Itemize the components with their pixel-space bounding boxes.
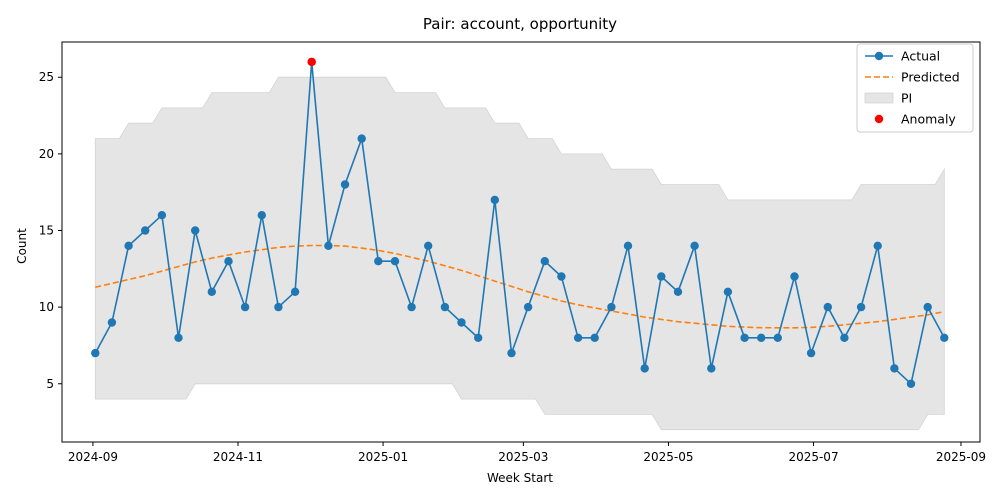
- plot-frame: [61, 41, 981, 443]
- y-axis: 5 10 15 20 25: [39, 70, 62, 391]
- actual-line: [94, 61, 946, 386]
- actual-point: [390, 257, 400, 266]
- actual-point: [773, 333, 782, 342]
- actual-point: [274, 302, 283, 312]
- actual-point: [940, 333, 949, 342]
- actual-point: [890, 364, 899, 373]
- legend: Actual Predicted PI Anomaly: [856, 43, 974, 133]
- legend-label: Predicted: [901, 70, 960, 85]
- actual-point: [873, 241, 882, 250]
- y-tick-label: 25: [39, 70, 54, 84]
- anomaly-layer: [307, 57, 316, 67]
- actual-point: [740, 333, 749, 342]
- actual-point: [523, 302, 533, 312]
- actual-point: [374, 257, 383, 266]
- actual-point: [91, 348, 100, 358]
- actual-point: [923, 302, 932, 312]
- x-tick-label: 2025-03: [498, 450, 548, 464]
- actual-point: [141, 226, 150, 235]
- actual-point: [557, 272, 566, 281]
- x-tick-label: 2025-07: [788, 450, 838, 464]
- actual-point: [407, 302, 416, 312]
- actual-point: [157, 211, 167, 220]
- actual-point: [290, 287, 300, 296]
- actual-point: [191, 226, 200, 235]
- predicted-line: [95, 244, 945, 329]
- predicted-layer: [95, 244, 945, 329]
- y-tick-label: 20: [39, 147, 54, 161]
- prediction-interval-band: [94, 76, 945, 431]
- x-axis-label: Week Start: [487, 471, 553, 485]
- actual-point: [357, 134, 366, 143]
- actual-point: [757, 333, 766, 342]
- x-tick-label: 2025-05: [643, 450, 693, 464]
- x-axis: 2024-09 2024-11 2025-01 2025-03 2025-05 2025-…: [68, 442, 986, 464]
- x-tick-label: 2024-11: [213, 450, 263, 464]
- actual-point: [240, 302, 250, 312]
- legend-actual-marker: [874, 51, 884, 61]
- actual-point: [324, 241, 333, 250]
- actual-point: [257, 211, 266, 220]
- anomaly-point: [307, 57, 316, 67]
- actual-point: [673, 287, 683, 296]
- actual-point: [690, 241, 699, 250]
- x-tick-label: 2024-09: [68, 450, 118, 464]
- actual-point: [507, 348, 516, 358]
- x-tick-label: 2025-09: [936, 450, 986, 464]
- prediction-interval-layer: [94, 76, 945, 431]
- actual-point: [840, 333, 849, 342]
- actual-point: [590, 333, 599, 342]
- x-tick-label: 2025-01: [358, 450, 408, 464]
- actual-point: [440, 302, 450, 312]
- actual-point: [806, 348, 816, 358]
- legend-label: PI: [901, 91, 912, 106]
- legend-anomaly-marker: [874, 114, 884, 124]
- legend-pi-swatch: [864, 92, 894, 104]
- y-tick-label: 10: [39, 300, 54, 314]
- actual-point: [540, 257, 549, 266]
- actual-layer: [91, 57, 949, 388]
- actual-point: [207, 287, 216, 296]
- actual-point: [623, 241, 633, 250]
- actual-point: [474, 333, 483, 342]
- actual-point: [490, 195, 499, 205]
- actual-point: [124, 241, 133, 250]
- actual-point: [573, 333, 583, 342]
- actual-point: [790, 272, 799, 281]
- actual-point: [823, 302, 832, 312]
- actual-point: [906, 379, 916, 388]
- actual-point: [607, 302, 616, 312]
- legend-label: Actual: [901, 49, 940, 64]
- actual-point: [174, 333, 183, 342]
- actual-point: [657, 272, 666, 281]
- legend-label: Anomaly: [901, 112, 956, 127]
- actual-point: [224, 257, 233, 266]
- chart-title: Pair: account, opportunity: [423, 15, 617, 33]
- actual-point: [424, 241, 433, 250]
- y-tick-label: 5: [46, 377, 54, 391]
- actual-point: [707, 364, 716, 373]
- actual-point: [340, 180, 350, 189]
- y-axis-label: Count: [15, 228, 29, 264]
- legend-box: [856, 43, 974, 133]
- actual-point: [723, 287, 733, 296]
- actual-point: [856, 302, 866, 312]
- actual-point: [457, 318, 466, 327]
- actual-point: [640, 364, 649, 373]
- actual-point: [107, 318, 117, 327]
- y-tick-label: 15: [39, 224, 54, 238]
